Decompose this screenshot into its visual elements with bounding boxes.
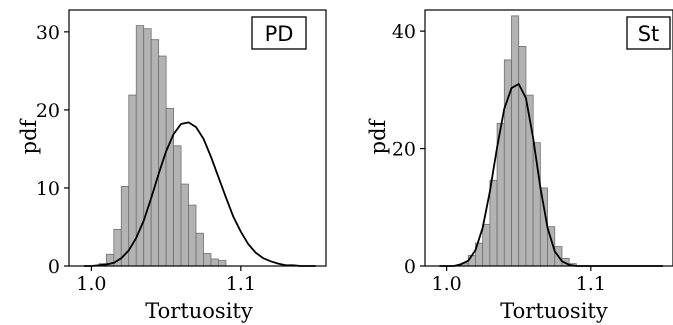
axes-frame (424, 9, 673, 267)
y-tick-label: 10 (36, 178, 60, 200)
panel-tag-label: St (638, 22, 660, 46)
histogram-bar (203, 253, 212, 267)
x-tick-label: 1.1 (576, 273, 606, 295)
histogram-bar (195, 232, 204, 267)
panel-tag-label: PD (265, 22, 294, 46)
histogram-bar (518, 46, 527, 267)
panel-tag-box (251, 16, 307, 50)
histogram-bars (460, 15, 577, 267)
x-tick-label: 1.1 (226, 273, 256, 295)
y-tick-label: 20 (392, 139, 416, 161)
plot-area: 1.0 1.1 0 20 40 (392, 9, 673, 295)
histogram-bar (143, 28, 152, 267)
x-axis-label: Tortuosity (500, 299, 608, 323)
histogram-bar (210, 258, 219, 267)
histogram-bar (218, 260, 227, 267)
y-axis-label: pdf (366, 117, 390, 154)
histogram-bar (539, 187, 548, 267)
histogram-bar (165, 107, 174, 267)
y-tick-label: 30 (36, 22, 60, 44)
pdf-curve (83, 121, 316, 267)
x-axis-label: Tortuosity (145, 299, 253, 323)
histogram-bar (173, 145, 182, 267)
histogram-bar (489, 179, 498, 267)
y-tick-label: 0 (48, 256, 60, 278)
panel-tag: St (626, 16, 671, 50)
histogram-bar (150, 39, 160, 267)
y-tick-label: 40 (392, 21, 416, 43)
y-axis-label: pdf (17, 117, 41, 154)
axes-frame (68, 9, 327, 267)
y-tick-label: 0 (404, 256, 416, 278)
panel-st: pdf Tortuosity 1.0 1.1 0 20 40 St (366, 9, 673, 323)
histogram-bar (511, 15, 520, 267)
histogram-bar (180, 183, 189, 267)
pdf-curve (439, 83, 663, 267)
panel-pd: pdf Tortuosity 1.0 1.1 0 10 20 30 PD (17, 9, 327, 323)
x-tick-label: 1.0 (432, 273, 462, 295)
x-tick-label: 1.0 (76, 273, 106, 295)
histogram-bar (188, 204, 197, 267)
panel-tag-box (626, 16, 671, 50)
histogram-bar (482, 223, 491, 267)
panel-tag: PD (251, 16, 307, 50)
plot-area: 1.0 1.1 0 10 20 30 (36, 9, 327, 295)
y-tick-label: 20 (36, 100, 60, 122)
